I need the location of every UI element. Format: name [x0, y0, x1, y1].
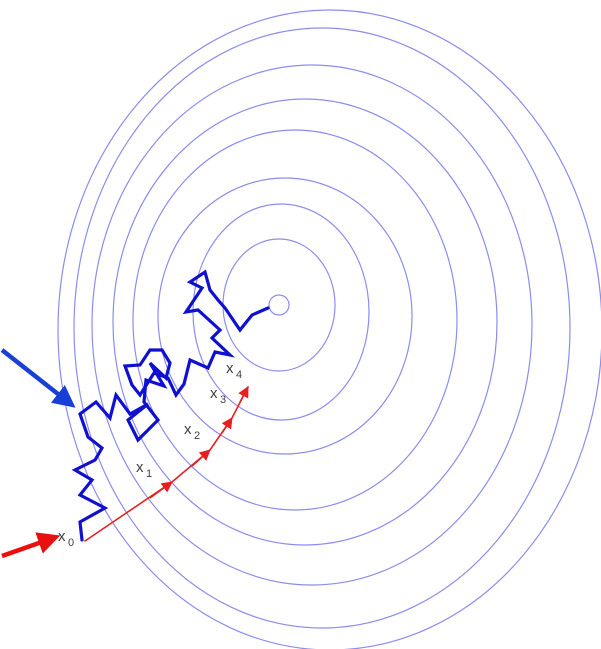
label-subscript: 4: [236, 369, 242, 381]
contour-ring: [192, 203, 370, 421]
blue-pointer-arrow: [0, 348, 76, 408]
label-base: x: [226, 360, 234, 377]
label-subscript: 0: [68, 537, 74, 549]
step-arrow: [149, 481, 173, 499]
point-label-x3: x 3: [210, 385, 226, 406]
point-label-x0: x 0: [58, 528, 74, 549]
contour-ring: [157, 177, 413, 455]
point-label-x2: x 2: [184, 421, 200, 442]
contour-ring: [132, 129, 458, 511]
label-base: x: [184, 421, 192, 438]
contour-ring: [73, 27, 571, 629]
contour-ring: [57, 9, 601, 649]
label-subscript: 1: [146, 468, 152, 480]
label-base: x: [58, 528, 66, 545]
contour-ring: [112, 98, 498, 546]
label-base: x: [210, 385, 218, 402]
point-label-x4: x 4: [226, 360, 242, 381]
contour-lines: [57, 9, 601, 649]
point-label-x1: x 1: [136, 459, 152, 480]
label-base: x: [136, 459, 144, 476]
step-arrow: [221, 417, 233, 434]
red-pointer-arrow: [1, 532, 61, 559]
stochastic-descent-path: [71, 269, 270, 542]
contour-ring: [268, 294, 290, 316]
label-subscript: 2: [194, 430, 200, 442]
contour-ring: [91, 64, 533, 586]
step-arrow: [191, 449, 211, 467]
contour-ring: [222, 238, 336, 372]
step-arrow: [238, 386, 249, 403]
label-subscript: 3: [220, 394, 226, 406]
